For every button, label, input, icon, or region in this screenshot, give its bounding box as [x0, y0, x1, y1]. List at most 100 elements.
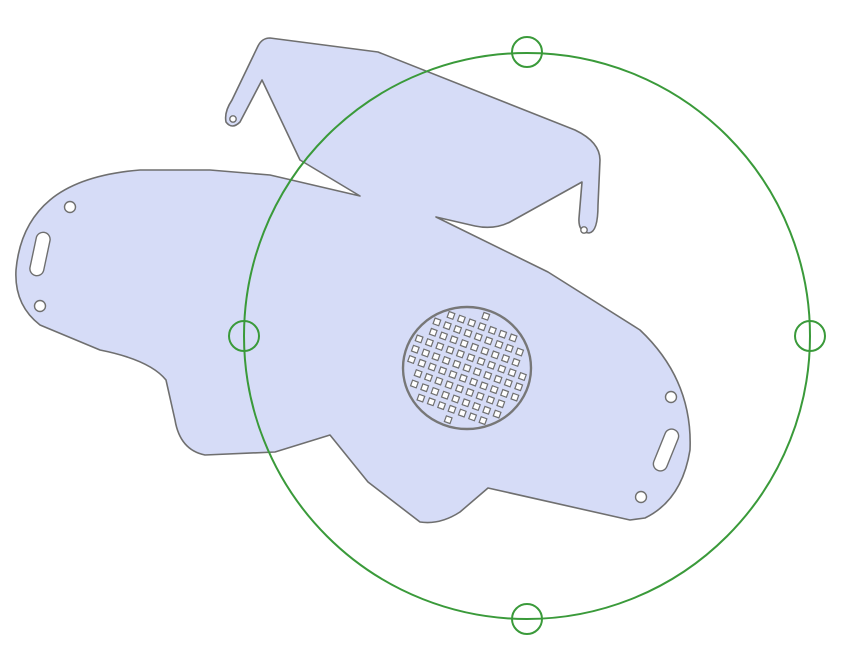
- vent-hole: [424, 337, 435, 348]
- vent-hole: [468, 377, 479, 387]
- vent-hole: [472, 367, 482, 377]
- handle-top[interactable]: [511, 36, 543, 68]
- tab-hole-left: [229, 115, 237, 123]
- vent-hole: [421, 348, 431, 358]
- vent-hole: [493, 374, 503, 384]
- vent-hole: [442, 321, 452, 331]
- vent-hole: [478, 415, 488, 426]
- vent-hole: [413, 368, 423, 379]
- vent-hole: [463, 328, 473, 338]
- vent-hole: [496, 399, 506, 409]
- vent-hole: [441, 355, 451, 366]
- vent-hole: [452, 359, 462, 369]
- vent-hole: [481, 311, 491, 321]
- vent-hole: [435, 341, 445, 352]
- vent-hole: [423, 372, 434, 383]
- vent-hole: [454, 384, 465, 394]
- rotation-ring[interactable]: [243, 52, 811, 620]
- selection-manipulator[interactable]: [228, 36, 826, 635]
- vent-hole: [479, 381, 489, 391]
- tab-hole-right: [580, 226, 588, 234]
- strap-slot-left: [29, 231, 51, 277]
- vent-hole: [485, 395, 496, 405]
- vent-hole: [490, 350, 500, 360]
- vent-hole: [452, 324, 463, 335]
- vent-hole: [455, 349, 466, 359]
- vent-hole: [456, 314, 467, 324]
- rivet-hole-left-bottom: [33, 299, 47, 313]
- vent-hole: [483, 336, 494, 346]
- vent-hole: [497, 364, 507, 374]
- vent-hole: [427, 362, 437, 372]
- vent-hole: [483, 370, 493, 381]
- vent-hole: [514, 382, 524, 392]
- vent-hole: [500, 353, 511, 364]
- vent-hole: [462, 363, 472, 373]
- rivet-hole-right-bottom: [634, 490, 648, 504]
- vent-hole: [436, 400, 447, 411]
- vent-hole: [451, 394, 461, 404]
- vent-hole: [430, 386, 440, 397]
- vent-hole: [517, 371, 528, 382]
- vent-hole: [447, 404, 457, 414]
- vent-hole: [459, 338, 469, 349]
- vent-hole: [438, 331, 449, 341]
- vent-hole: [511, 357, 521, 368]
- strap-slot-right: [652, 428, 680, 472]
- vent-hole: [444, 380, 454, 390]
- vent-hole: [416, 393, 426, 403]
- vent-hole: [432, 317, 442, 327]
- vent-hole: [406, 354, 417, 365]
- vent-hole: [514, 347, 525, 357]
- vent-hole: [494, 339, 504, 350]
- vent-hole: [440, 390, 451, 400]
- vent-hole: [471, 401, 482, 412]
- vent-hole: [480, 346, 490, 356]
- vent-hole: [449, 335, 459, 345]
- vent-hole: [437, 366, 448, 376]
- vent-hole: [445, 345, 455, 355]
- vent-hole: [420, 383, 430, 393]
- vent-hole: [467, 318, 477, 328]
- rivet-hole-left-top: [63, 200, 77, 214]
- vent-hole: [508, 333, 518, 343]
- vent-hole: [473, 332, 483, 342]
- vent-hole: [410, 344, 420, 354]
- vent-hole: [510, 392, 520, 402]
- flat-pattern-part[interactable]: [15, 37, 691, 524]
- part-outline: [15, 37, 691, 524]
- handle-left[interactable]: [228, 320, 260, 352]
- vent-hole: [409, 379, 420, 389]
- vent-hole: [504, 343, 514, 353]
- handle-right[interactable]: [794, 320, 826, 352]
- vent-hole: [487, 325, 498, 336]
- vent-hole: [443, 415, 453, 425]
- vent-hole: [417, 358, 427, 368]
- vent-hole: [446, 310, 456, 321]
- vent-hole: [466, 353, 476, 363]
- vent-hole: [461, 398, 471, 408]
- vent-hole: [489, 384, 499, 395]
- vent-hole: [469, 342, 480, 352]
- vent-hole: [507, 368, 517, 378]
- vent-hole: [467, 412, 478, 422]
- vent-hole: [477, 322, 487, 332]
- vent-hole: [482, 405, 492, 415]
- vent-hole: [431, 352, 441, 362]
- vent-hole: [499, 388, 510, 399]
- vent-hole: [457, 408, 467, 418]
- vent-hole: [428, 327, 438, 337]
- vent-hole: [458, 373, 468, 383]
- vent-hole: [498, 329, 508, 339]
- vent-hole: [475, 391, 485, 401]
- vent-hole: [503, 378, 513, 388]
- vent-hole: [486, 360, 497, 370]
- vent-hole: [476, 356, 486, 367]
- handle-bottom[interactable]: [511, 603, 543, 635]
- vent-grille: [401, 305, 533, 431]
- vent-hole: [414, 334, 424, 344]
- vent-hole-grid: [406, 310, 528, 426]
- vent-hole: [426, 397, 436, 407]
- vent-hole: [434, 376, 444, 386]
